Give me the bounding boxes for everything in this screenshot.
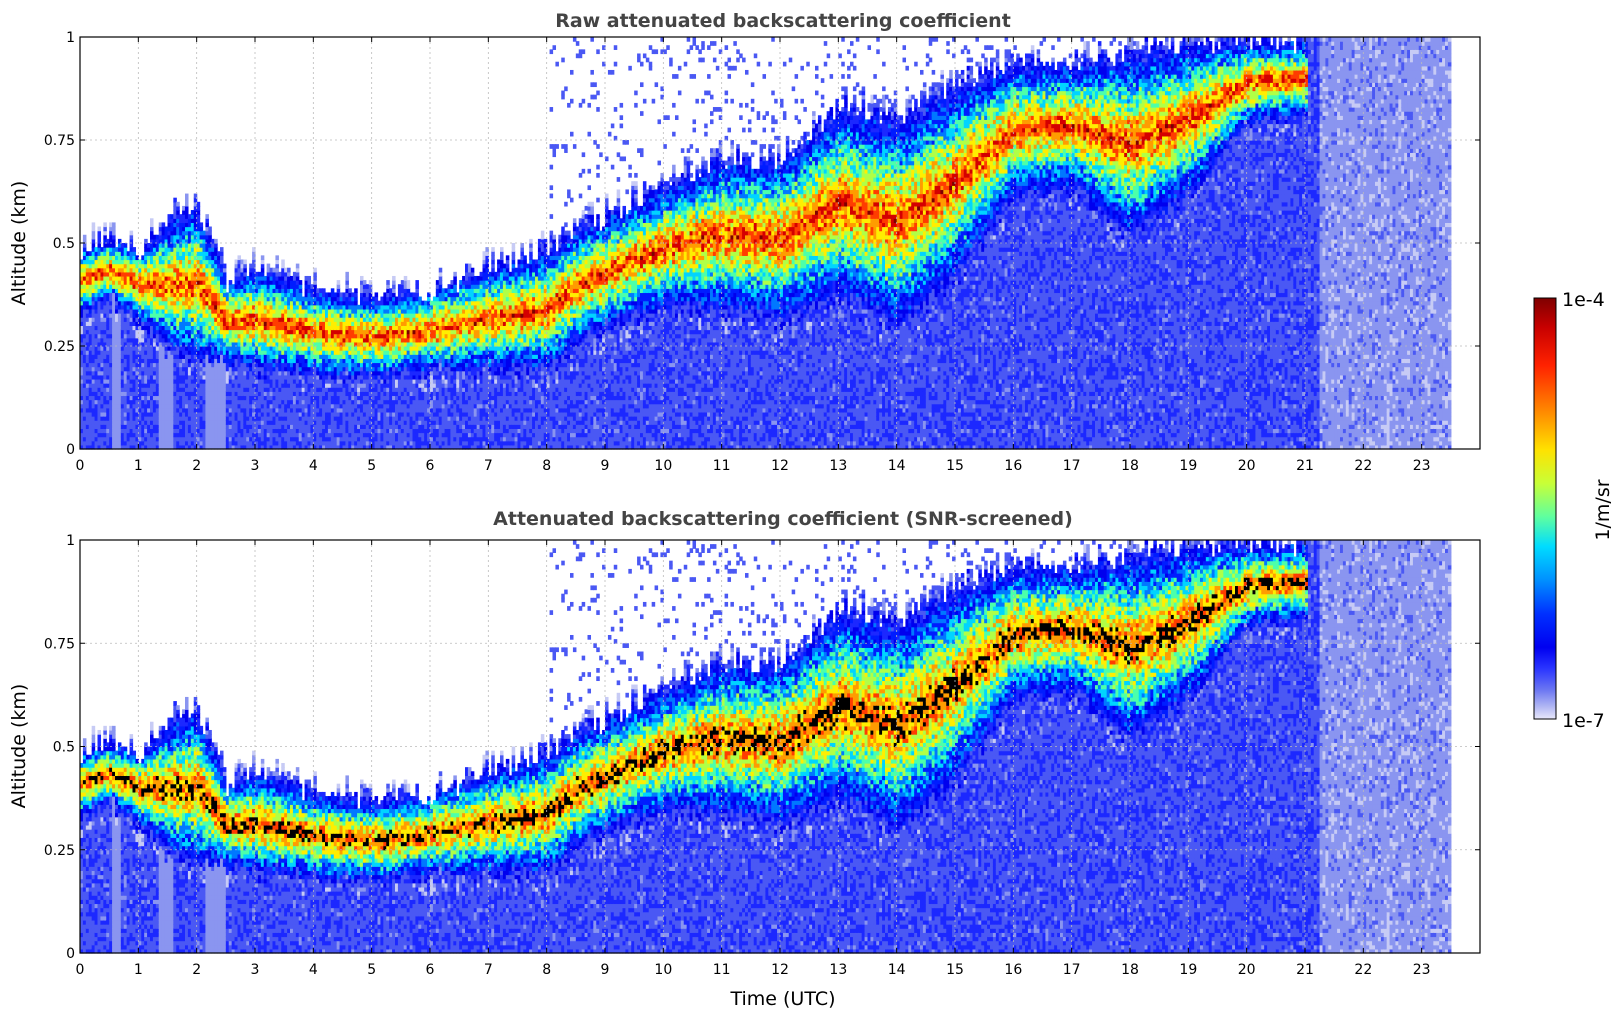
heatmap-cell [83,235,87,240]
heatmap-cell [208,231,212,236]
heatmap-cell [208,235,212,240]
heatmap-cell [112,222,116,227]
heatmap-cell [130,243,134,248]
heatmap-cell [92,239,96,244]
heatmap-cell [98,235,102,240]
heatmap-cell [103,222,107,227]
heatmap-cell [173,198,177,203]
heatmap-cell [112,231,116,236]
heatmap-cell [92,243,96,248]
heatmap-cell [185,198,189,203]
heatmap-cell [176,206,180,211]
heatmap-cell [150,222,154,227]
heatmap-cell [197,206,201,211]
heatmap-cell [185,202,189,207]
heatmap-cell [205,218,209,223]
heatmap-cell [103,227,107,232]
heatmap-cell [130,231,134,236]
heatmap-cell [205,222,209,227]
heatmap-cell [83,243,87,248]
heatmap-cell [124,243,128,248]
heatmap-cell [130,235,134,240]
heatmap-cell [208,227,212,232]
heatmap-cell [185,210,189,215]
heatmap-cell [92,222,96,227]
heatmap-cell [150,227,154,232]
heatmap-cell [197,218,201,223]
raw-backscatter-panel: Raw attenuated backscattering coefficien… [8,10,1480,474]
heatmap-cell [92,227,96,232]
heatmap-cell [98,243,102,248]
heatmap-cell [150,231,154,236]
heatmap-cell [200,227,204,232]
heatmap-cell [205,214,209,219]
heatmap-cell [133,251,137,256]
heatmap-cell [200,222,204,227]
heatmap-cell [92,231,96,236]
heatmap-cell [98,227,102,232]
heatmap-cell [162,222,166,227]
heatmap-cell [103,231,107,236]
heatmap-cell [150,218,154,223]
heatmap-cell [185,194,189,199]
heatmap-cell [214,243,218,248]
heatmap-cell [176,210,180,215]
heatmap-cell [112,243,116,248]
heatmap-cell [98,231,102,236]
heatmap-cell [214,247,218,252]
heatmap-cell [124,247,128,252]
heatmap-cell [133,247,137,252]
panel-title: Raw attenuated backscattering coefficien… [555,10,1011,32]
heatmap-cell [197,214,201,219]
heatmap-cell [103,235,107,240]
heatmap-cell [197,210,201,215]
heatmap-cell [92,235,96,240]
heatmap-cell [83,247,87,252]
heatmap-cell [197,202,201,207]
heatmap-cell [176,202,180,207]
heatmap-cell [185,206,189,211]
heatmap-cell [112,227,116,232]
heatmap-cell [112,235,116,240]
